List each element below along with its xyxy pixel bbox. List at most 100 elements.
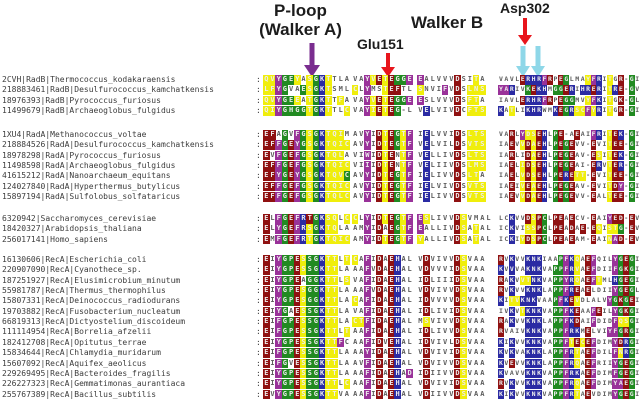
residue-cell: I bbox=[602, 140, 607, 149]
residue-cell: S bbox=[417, 85, 424, 95]
residue-cell: D bbox=[597, 286, 601, 295]
residue-cell: P bbox=[287, 286, 295, 296]
residue-cell: E bbox=[263, 275, 270, 286]
residue-cell: I bbox=[442, 140, 448, 149]
residue-cell: C bbox=[461, 106, 466, 115]
residue-cell: D bbox=[376, 348, 383, 358]
residue-cell: E bbox=[557, 192, 564, 202]
residue-cell: L bbox=[338, 379, 343, 388]
residue-cell: P bbox=[552, 150, 559, 161]
residue-cell: V bbox=[467, 348, 472, 357]
residue-cell: V bbox=[542, 379, 547, 388]
residue-cell: A bbox=[401, 306, 406, 315]
residue-cell: V bbox=[418, 106, 423, 115]
residue-cell: K bbox=[536, 389, 542, 400]
residue-cell: A bbox=[617, 379, 624, 389]
residue-cell: E bbox=[406, 75, 413, 85]
residue-cell: T bbox=[331, 389, 338, 400]
residue-cell: D bbox=[607, 317, 612, 326]
separator-colon: : bbox=[256, 275, 261, 285]
residue-cell: V bbox=[449, 150, 454, 159]
residue-cell: Y bbox=[275, 389, 282, 400]
residue-cell: P bbox=[552, 368, 559, 379]
residue-cell: A bbox=[353, 348, 358, 357]
residue-cell: G bbox=[617, 224, 624, 234]
residue-cell: P bbox=[552, 337, 559, 348]
residue-cell: V bbox=[597, 181, 601, 190]
residue-cell: I bbox=[270, 368, 275, 377]
residue-cell: L bbox=[548, 214, 552, 222]
residue-cell: T bbox=[607, 181, 613, 192]
residue-cell: D bbox=[454, 75, 461, 85]
residue-cell: D bbox=[597, 337, 601, 346]
sequence-label: 18978298|RadA|Pyrococcus_furiosus bbox=[2, 150, 161, 160]
residue-cell: F bbox=[406, 214, 413, 224]
residue-cell: P bbox=[557, 368, 564, 379]
residue-cell: P bbox=[552, 306, 559, 317]
residue-cell: R bbox=[300, 234, 307, 245]
residue-cell: Y bbox=[612, 286, 619, 296]
residue-cell: L bbox=[515, 150, 520, 159]
residue-cell: L bbox=[542, 358, 547, 367]
residue-cell: K bbox=[318, 224, 326, 234]
residue-cell: T bbox=[519, 306, 526, 317]
residue-cell: E bbox=[388, 140, 395, 150]
residue-cell: D bbox=[423, 275, 430, 286]
residue-cell: V bbox=[542, 306, 547, 315]
residue-cell: I bbox=[359, 150, 364, 159]
residue-cell: N bbox=[530, 337, 537, 348]
separator-colon: : bbox=[256, 85, 261, 95]
residue-cell: G bbox=[281, 214, 289, 224]
residue-cell: D bbox=[454, 306, 461, 317]
residue-cell: A bbox=[530, 181, 537, 192]
residue-cell: E bbox=[536, 171, 542, 181]
residue-cell: F bbox=[563, 327, 570, 338]
separator-colon: : bbox=[256, 75, 261, 84]
residue-cell: Y bbox=[294, 171, 301, 181]
residue-cell: A bbox=[344, 306, 349, 315]
residue-cell: D bbox=[423, 379, 430, 389]
residue-cell: D bbox=[525, 214, 532, 224]
residue-cell: Y bbox=[364, 224, 371, 234]
residue-cell: E bbox=[388, 234, 395, 245]
residue-cell: H bbox=[541, 150, 548, 161]
residue-cell: D bbox=[376, 296, 383, 306]
residue-cell: S bbox=[530, 214, 537, 224]
residue-cell: V bbox=[449, 286, 454, 295]
residue-cell: D bbox=[376, 130, 383, 140]
residue-cell: H bbox=[287, 106, 295, 116]
residue-cell: T bbox=[331, 348, 338, 358]
residue-cell: L bbox=[486, 214, 491, 222]
residue-cell: N bbox=[530, 327, 537, 338]
residue-cell: A bbox=[480, 95, 485, 104]
residue-cell: K bbox=[525, 327, 532, 338]
residue-cell: S bbox=[343, 275, 351, 286]
residue-cell: V bbox=[467, 389, 472, 398]
residue-cell: - bbox=[624, 95, 629, 104]
residue-cell: I bbox=[635, 265, 640, 274]
residue-cell: R bbox=[623, 337, 630, 348]
residue-cell: V bbox=[442, 286, 448, 295]
residue-cell: A bbox=[480, 389, 485, 398]
residue-cell: A bbox=[401, 389, 406, 398]
residue-cell: E bbox=[388, 130, 395, 140]
residue-cell: T bbox=[331, 317, 338, 327]
residue-cell: N bbox=[530, 265, 537, 275]
residue-cell: T bbox=[607, 130, 613, 140]
residue-cell: R bbox=[547, 95, 553, 106]
sequence-label: 66819313|RecA|Dictyostelium_discoideum bbox=[2, 317, 186, 327]
residue-cell: E bbox=[579, 224, 586, 234]
residue-cell: E bbox=[287, 171, 295, 181]
residue-cell: L bbox=[607, 348, 612, 357]
residue-cell: E bbox=[585, 255, 592, 265]
residue-cell: A bbox=[580, 265, 585, 274]
sequence-label: 15607092|RecA|Aquifex_aeolicus bbox=[2, 358, 147, 368]
residue-cell: G bbox=[281, 337, 289, 348]
residue-cell: E bbox=[294, 286, 301, 296]
residue-cell: I bbox=[449, 379, 454, 388]
residue-cell: Q bbox=[596, 224, 602, 234]
residue-cell: G bbox=[394, 106, 401, 116]
residue-cell: V bbox=[270, 150, 275, 159]
residue-cell: V bbox=[515, 224, 520, 233]
residue-cell: Y bbox=[275, 296, 282, 306]
